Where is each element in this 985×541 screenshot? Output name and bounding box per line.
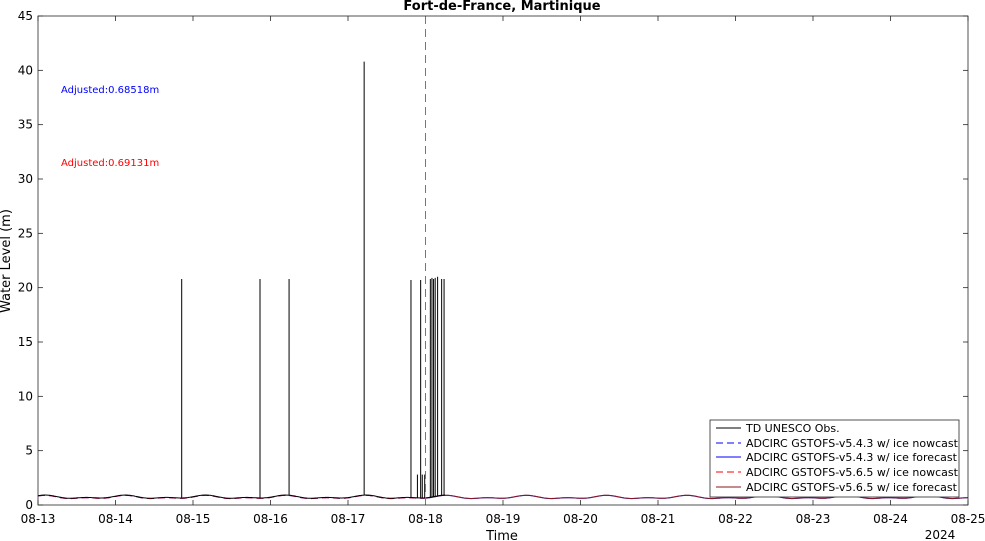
x-tick-label: 08-19	[486, 512, 521, 526]
y-tick-label: 20	[18, 281, 33, 295]
legend-label: ADCIRC GSTOFS-v5.4.3 w/ ice forecast	[746, 451, 958, 464]
legend-box	[709, 419, 960, 498]
legend-entry: ADCIRC GSTOFS-v5.6.5 w/ ice nowcast	[716, 466, 959, 479]
legend-entry: TD UNESCO Obs.	[716, 422, 840, 435]
annotation-adjusted-red: Adjusted:0.69131m	[61, 158, 159, 169]
y-tick-label: 25	[18, 226, 33, 240]
x-axis-label: Time	[485, 529, 518, 541]
series-layer	[37, 61, 969, 500]
x-tick-label: 08-21	[641, 512, 676, 526]
chart-title: Fort-de-France, Martinique	[403, 0, 600, 14]
x-tick-label: 08-25	[951, 512, 985, 526]
annotation-adjusted-blue: Adjusted:0.68518m	[61, 85, 159, 96]
x-tick-label: 08-15	[176, 512, 211, 526]
legend-label: TD UNESCO Obs.	[745, 422, 840, 435]
legend-entry: ADCIRC GSTOFS-v5.6.5 w/ ice forecast	[716, 481, 958, 494]
legend-label: ADCIRC GSTOFS-v5.6.5 w/ ice forecast	[746, 481, 958, 494]
legend-entry: ADCIRC GSTOFS-v5.4.3 w/ ice forecast	[716, 451, 958, 464]
y-tick-label: 40	[18, 63, 33, 77]
y-tick-label: 5	[25, 444, 33, 458]
legend-label: ADCIRC GSTOFS-v5.4.3 w/ ice nowcast	[746, 437, 959, 450]
legend-entry: ADCIRC GSTOFS-v5.4.3 w/ ice nowcast	[716, 437, 959, 450]
y-tick-label: 15	[18, 335, 33, 349]
y-tick-label: 35	[18, 118, 33, 132]
y-tick-label: 30	[18, 172, 33, 186]
x-tick-label: 08-14	[98, 512, 133, 526]
legend: TD UNESCO Obs. ADCIRC GSTOFS-v5.4.3 w/ i…	[709, 419, 960, 498]
x-tick-label: 08-17	[331, 512, 366, 526]
plot-frame	[37, 15, 969, 506]
y-tick-label: 0	[25, 498, 33, 512]
y-tick-label: 10	[18, 389, 33, 403]
series-line	[425, 494, 969, 500]
x-axis-year-label: 2024	[925, 528, 956, 541]
observation-line	[37, 494, 445, 499]
y-tick-label: 45	[18, 9, 33, 23]
x-tick-label: 08-13	[21, 512, 56, 526]
x-tick-label: 08-16	[253, 512, 288, 526]
x-tick-label: 08-24	[873, 512, 908, 526]
x-tick-label: 08-23	[796, 512, 831, 526]
legend-label: ADCIRC GSTOFS-v5.6.5 w/ ice nowcast	[746, 466, 959, 479]
x-tick-label: 08-20	[563, 512, 598, 526]
x-tick-label: 08-18	[408, 512, 443, 526]
y-axis-label: Water Level (m)	[0, 209, 14, 313]
x-tick-label: 08-22	[718, 512, 753, 526]
axis-ticks: 0 5 10 15 20 25 30 35 40 45 08-13 08-14 08-15 08-16 08…	[18, 9, 985, 526]
